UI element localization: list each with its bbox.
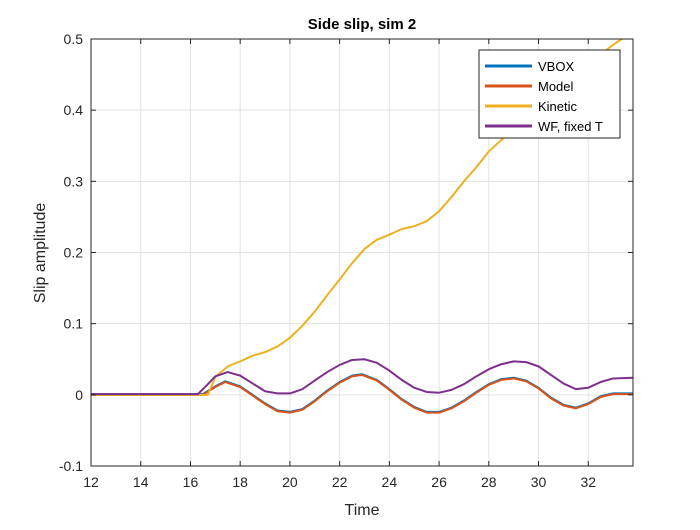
- y-tick-label: 0.3: [64, 173, 84, 189]
- legend-items: VBOX Model Kinetic WF, fixed T: [485, 59, 603, 134]
- series-line-wf-fixed-t: [91, 358, 633, 396]
- chart-title: Side slip, sim 2: [308, 16, 416, 33]
- x-tick-label: 18: [232, 474, 248, 490]
- y-tick-label: 0.4: [64, 102, 84, 118]
- legend-label: VBOX: [538, 59, 574, 74]
- legend-label: Kinetic: [538, 99, 578, 114]
- x-tick-label: 16: [183, 474, 199, 490]
- y-tick-label: 0.2: [64, 245, 84, 261]
- x-tick-label: 14: [133, 474, 149, 490]
- x-tick-label: 20: [282, 474, 298, 490]
- legend-label: WF, fixed T: [538, 119, 603, 134]
- ticks: 12 14 16 18 20 22 24 26 28 30 32 -0.1 0 0.1 0.2 0.3 0.4 0…: [59, 31, 633, 490]
- y-axis-label: Slip amplitude: [32, 203, 49, 304]
- x-tick-label: 30: [531, 474, 547, 490]
- x-tick-label: 28: [481, 474, 497, 490]
- x-tick-label: 26: [431, 474, 447, 490]
- x-tick-label: 22: [332, 474, 348, 490]
- legend: VBOX Model Kinetic WF, fixed T: [478, 49, 621, 139]
- y-tick-label: 0.5: [64, 31, 84, 47]
- x-tick-label: 32: [580, 474, 596, 490]
- series-line-model: [91, 373, 633, 414]
- x-tick-label: 24: [382, 474, 398, 490]
- y-tick-label: -0.1: [59, 458, 83, 474]
- x-tick-label: 12: [83, 474, 99, 490]
- y-tick-label: 0.1: [64, 316, 84, 332]
- x-axis-label: Time: [345, 502, 380, 519]
- y-tick-label: 0: [75, 387, 83, 403]
- legend-label: Model: [538, 79, 574, 94]
